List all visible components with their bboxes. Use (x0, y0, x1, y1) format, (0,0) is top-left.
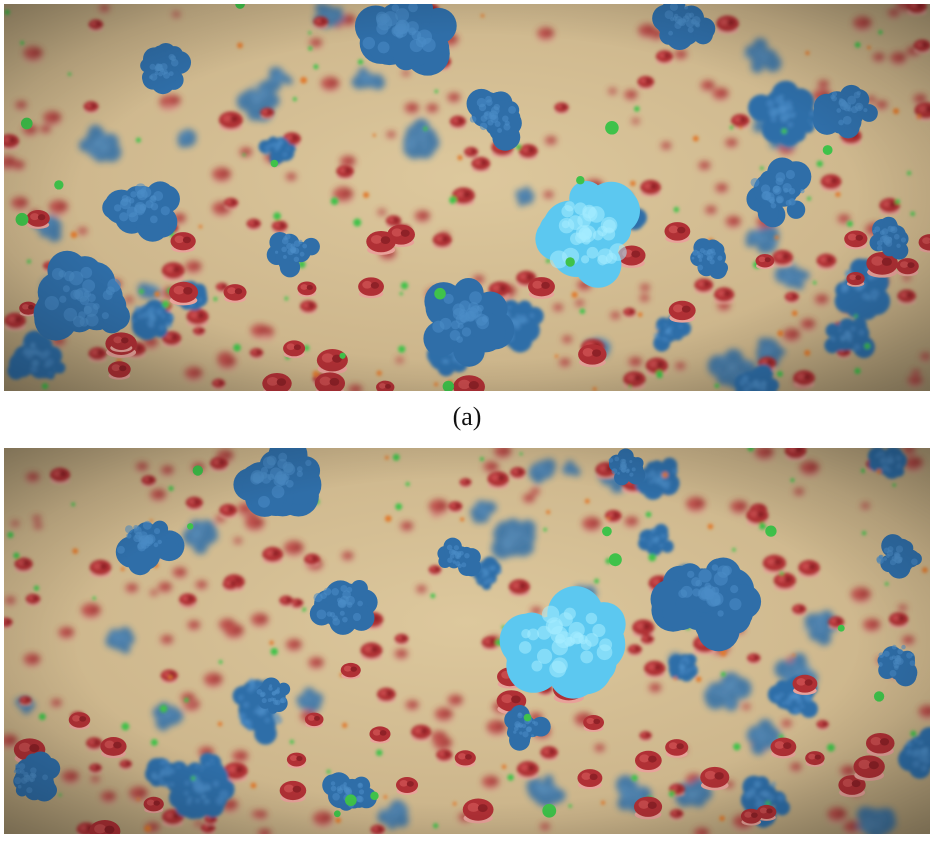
panel-a-caption: (a) (452, 402, 482, 431)
vignette-overlay (4, 4, 930, 391)
molecular-render-panel-a (4, 4, 930, 391)
render-a-canvas (4, 4, 930, 391)
molecular-render-panel-b (4, 448, 930, 834)
render-b-canvas (4, 448, 930, 834)
vignette-overlay (4, 448, 930, 834)
